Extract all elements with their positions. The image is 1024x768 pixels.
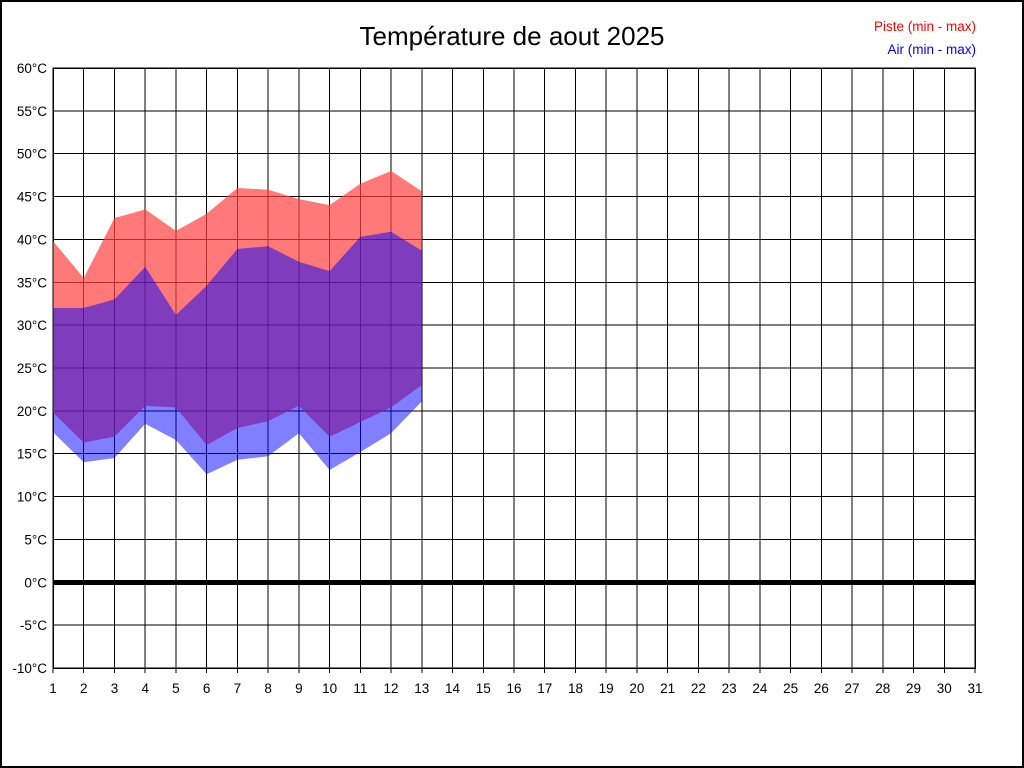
y-tick-label: 55°C [17,104,47,119]
x-tick-label: 22 [691,681,706,696]
x-tick-label: 15 [476,681,491,696]
x-axis-labels: 1 2 3 4 5 6 7 8 9 10 11 12 13 14 15 16 17 18 19 20 21 22 23 24 2… [49,681,982,696]
y-tick-label: 35°C [17,275,47,290]
x-tick-label: 7 [234,681,242,696]
x-tick-label: 27 [845,681,860,696]
y-tick-label: 10°C [17,490,47,505]
axis-ticks [52,668,976,673]
x-tick-label: 19 [599,681,614,696]
x-tick-label: 5 [172,681,180,696]
x-tick-label: 6 [203,681,211,696]
y-tick-label: 50°C [17,147,47,162]
x-tick-label: 26 [814,681,829,696]
x-tick-label: 4 [141,681,149,696]
x-tick-label: 23 [722,681,737,696]
x-tick-label: 12 [384,681,399,696]
x-tick-label: 25 [783,681,798,696]
x-tick-label: 17 [537,681,552,696]
y-tick-label: 60°C [17,61,47,76]
y-tick-label: 15°C [17,447,47,462]
y-tick-label: 45°C [17,190,47,205]
x-tick-label: 18 [568,681,583,696]
x-tick-label: 9 [295,681,303,696]
y-tick-label: 20°C [17,404,47,419]
x-tick-label: 20 [629,681,644,696]
x-tick-label: 29 [906,681,921,696]
x-tick-label: 16 [506,681,521,696]
x-tick-label: 24 [752,681,768,696]
y-tick-label: 40°C [17,232,47,247]
x-tick-label: 14 [445,681,461,696]
y-tick-label: 25°C [17,361,47,376]
air-band [53,231,422,475]
x-tick-label: 3 [111,681,119,696]
y-tick-label: -10°C [12,661,47,676]
x-tick-label: 13 [414,681,429,696]
x-tick-label: 1 [49,681,57,696]
y-tick-label: 0°C [24,575,47,590]
x-tick-label: 8 [264,681,272,696]
x-tick-label: 11 [353,681,367,696]
x-tick-label: 30 [937,681,952,696]
x-tick-label: 28 [875,681,890,696]
x-tick-label: 21 [660,681,675,696]
air-band-area [53,231,422,475]
x-tick-label: 2 [80,681,88,696]
x-tick-label: 10 [322,681,337,696]
chart-legend: Piste (min - max) Air (min - max) [874,15,976,61]
y-tick-label: 5°C [24,532,47,547]
y-tick-label: -5°C [20,618,47,633]
chart-title: Température de aout 2025 [359,21,665,51]
x-tick-label: 31 [967,681,982,696]
legend-piste-label: Piste (min - max) [873,19,976,34]
legend-air-label: Air (min - max) [887,42,977,57]
y-tick-label: 30°C [17,318,47,333]
y-axis-labels: 60°C 55°C 50°C 45°C 40°C 35°C 30°C 25°C 20°C 15°C… [12,61,47,676]
